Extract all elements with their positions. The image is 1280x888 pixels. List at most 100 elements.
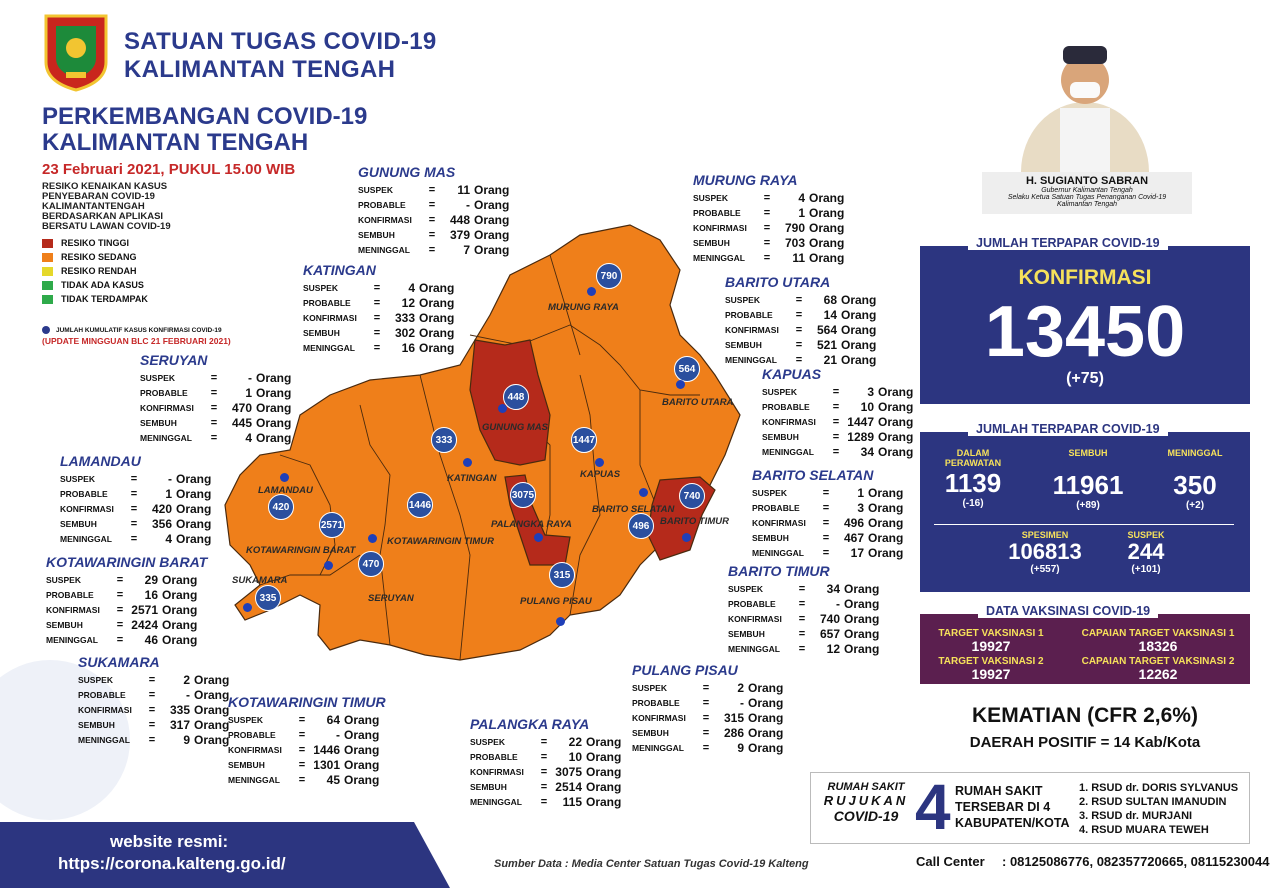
stat-equals: =: [702, 696, 710, 709]
stat-value: 467: [843, 530, 864, 545]
region-stat-row: KONFIRMASI = 333 Orang: [303, 310, 454, 325]
stat-label: MENINGGAL: [46, 634, 98, 645]
region-stat-row: SEMBUH = 379 Orang: [358, 227, 509, 242]
region-name: MURUNG RAYA: [693, 172, 798, 188]
stat-value: 333: [394, 310, 415, 325]
stat-label: MENINGGAL: [632, 742, 684, 753]
stat-unit: Orang: [256, 370, 292, 385]
map-location-dot: [556, 617, 565, 626]
org-title-line2: KALIMANTAN TENGAH: [124, 56, 396, 83]
stat-label: PROBABLE: [78, 689, 126, 700]
stat-value: 1: [165, 486, 172, 501]
stat-label: PROBABLE: [470, 751, 518, 762]
suspek-delta: (+101): [1131, 564, 1161, 575]
stat-unit: Orang: [809, 205, 845, 220]
map-case-bubble: 335: [255, 585, 281, 611]
stat-value: 12: [826, 641, 840, 656]
region-stat-row: PROBABLE = 10 Orang: [762, 399, 913, 414]
governor-role-3: Kalimantan Tengah: [1056, 201, 1118, 208]
legend-swatch: [42, 266, 53, 276]
region-stat-row: KONFIRMASI = 335 Orang: [78, 702, 229, 717]
region-stat-row: SUSPEK = 34 Orang: [728, 581, 879, 596]
region-block: BARITO UTARA SUSPEK = 68 Orang PROBABLE = 14 Ora…: [725, 274, 876, 367]
region-stat-row: SUSPEK = 4 Orang: [303, 280, 454, 295]
spesimen-label: SPESIMEN: [1021, 530, 1069, 540]
stat-equals: =: [373, 341, 381, 354]
region-name: SUKAMARA: [78, 654, 160, 670]
stat-equals: =: [832, 385, 840, 398]
sembuh-value: 11961: [1052, 470, 1124, 500]
stat-value: 2: [183, 672, 190, 687]
mortality-cfr: KEMATIAN (CFR 2,6%): [972, 704, 1198, 727]
stat-unit: Orang: [419, 340, 455, 355]
stat-value: 790: [784, 220, 805, 235]
region-stat-row: MENINGGAL = 12 Orang: [728, 641, 879, 656]
stat-value: 4: [245, 430, 252, 445]
stat-unit: Orang: [419, 295, 455, 310]
governor-photo: [1018, 22, 1152, 172]
region-stat-row: SEMBUH = 445 Orang: [140, 415, 291, 430]
region-name: KAPUAS: [762, 366, 822, 382]
stat-unit: Orang: [256, 400, 292, 415]
stat-label: SUSPEK: [78, 674, 113, 685]
region-stat-row: SUSPEK = 4 Orang: [693, 190, 844, 205]
map-case-bubble: 420: [268, 494, 294, 520]
stat-equals: =: [373, 281, 381, 294]
region-stat-row: SEMBUH = 286 Orang: [632, 725, 783, 740]
region-block: BARITO SELATAN SUSPEK = 1 Orang PROBABLE = 3 Ora…: [752, 467, 903, 560]
region-stat-row: MENINGGAL = 46 Orang: [46, 632, 197, 647]
stat-unit: Orang: [809, 190, 845, 205]
stat-unit: Orang: [194, 717, 230, 732]
stat-value: 2514: [555, 779, 582, 794]
page-title-line1: PERKEMBANGAN COVID-19: [42, 103, 368, 130]
confirmed-value: 13450: [984, 292, 1186, 372]
region-stat-row: SUSPEK = 68 Orang: [725, 292, 876, 307]
vaccine-target2-label: TARGET VAKSINASI 2: [938, 656, 1044, 667]
hospital-left-line3: COVID-19: [833, 808, 899, 824]
stat-label: KONFIRMASI: [752, 517, 806, 528]
stat-unit: Orang: [878, 444, 914, 459]
stat-label: MENINGGAL: [693, 252, 745, 263]
stat-unit: Orang: [868, 545, 904, 560]
stat-equals: =: [832, 415, 840, 428]
stat-equals: =: [795, 308, 803, 321]
legend-swatch: [42, 280, 53, 290]
stat-unit: Orang: [748, 695, 784, 710]
region-block: KOTAWARINGIN BARAT SUSPEK = 29 Orang PROBABLE…: [46, 554, 207, 647]
region-block: KOTAWARINGIN TIMUR SUSPEK = 64 Orang PROBABLE…: [228, 694, 386, 787]
region-block: KATINGAN SUSPEK = 4 Orang PROBABLE = 12 Orang KON…: [303, 262, 454, 355]
region-name: BARITO TIMUR: [728, 563, 830, 579]
stat-label: SEMBUH: [693, 237, 730, 248]
call-center-numbers: : 08125086776, 082357720665, 08115230044: [1002, 854, 1270, 869]
stat-label: SEMBUH: [728, 628, 765, 639]
stat-value: 22: [568, 734, 582, 749]
stat-equals: =: [795, 293, 803, 306]
region-stat-row: PROBABLE = 1 Orang: [693, 205, 844, 220]
exposure-divider: [934, 524, 1234, 525]
stat-unit: Orang: [344, 772, 380, 787]
map-region-label: GUNUNG MAS: [482, 422, 548, 433]
map-region-label: SERUYAN: [368, 593, 414, 604]
website-url[interactable]: https://corona.kalteng.go.id/: [58, 854, 286, 873]
stat-value: 317: [169, 717, 190, 732]
map-case-bubble: 2571: [319, 512, 345, 538]
stat-value: 14: [823, 307, 837, 322]
region-name: PULANG PISAU: [632, 662, 738, 678]
region-stat-row: MENINGGAL = 16 Orang: [303, 340, 454, 355]
stat-value: 17: [850, 545, 864, 560]
region-name: BARITO SELATAN: [752, 467, 874, 483]
legend-update-note: (UPDATE MINGGUAN BLC 21 FEBRUARI 2021): [42, 336, 231, 346]
stat-equals: =: [428, 228, 436, 241]
region-block: SUKAMARA SUSPEK = 2 Orang PROBABLE = - Orang KONF…: [78, 654, 229, 747]
region-name: KOTAWARINGIN TIMUR: [228, 694, 386, 710]
region-stat-row: PROBABLE = 10 Orang: [470, 749, 621, 764]
stat-equals: =: [540, 780, 548, 793]
stat-label: MENINGGAL: [725, 354, 777, 365]
stat-unit: Orang: [194, 732, 230, 747]
stat-equals: =: [148, 718, 156, 731]
stat-value: 46: [144, 632, 158, 647]
stat-equals: =: [298, 713, 306, 726]
stat-equals: =: [763, 236, 771, 249]
region-block: PALANGKA RAYA SUSPEK = 22 Orang PROBABLE = 10 Or…: [470, 716, 621, 809]
region-stat-row: SEMBUH = 2514 Orang: [470, 779, 621, 794]
